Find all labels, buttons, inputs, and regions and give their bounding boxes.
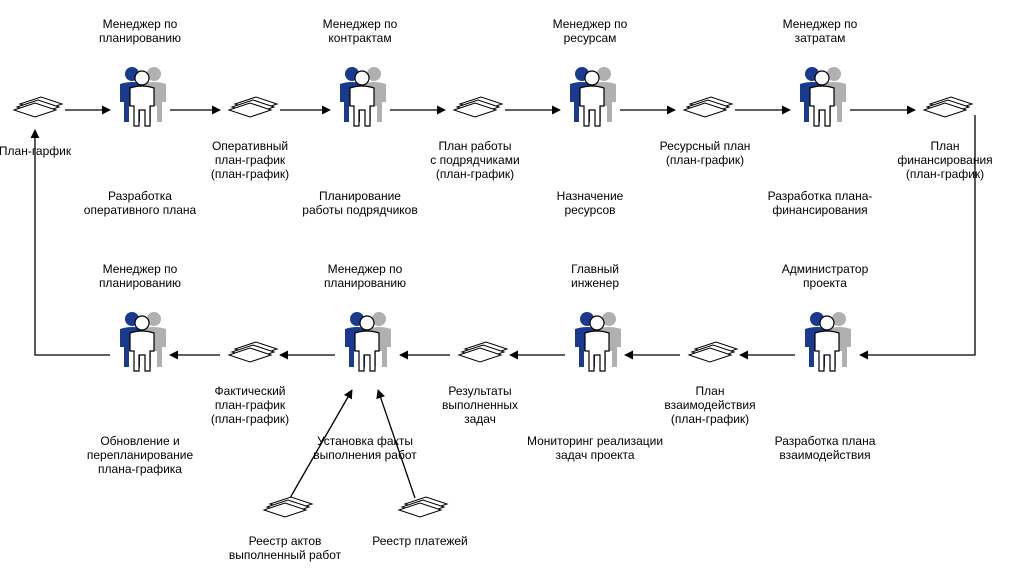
process-label: Разработка планавзаимодействия (775, 434, 876, 462)
person-icon (120, 67, 166, 126)
document-icon (454, 97, 502, 117)
person-icon (805, 312, 851, 371)
process-label: Планированиеработы подрядчиков (302, 189, 417, 217)
role-label: Менеджер поресурсам (553, 17, 628, 45)
node-doc_in1: Реестр актоввыполненный работ (229, 497, 342, 562)
process-label: Обновление иперепланированиеплана-график… (87, 434, 194, 476)
doc-label: Планфинансирования(план-график) (897, 139, 992, 181)
nodes-layer: План-гарфик Менеджер попланированию Разраб… (0, 17, 993, 562)
document-icon (689, 342, 737, 362)
role-label: Менеджер попланированию (99, 17, 181, 45)
doc-label: Планвзаимодействия(план-график) (664, 384, 755, 426)
process-label: Разработка плана-финансирования (768, 189, 873, 217)
person-icon (570, 67, 616, 126)
node-doc1: Оперативныйплан-график(план-график) (211, 97, 289, 181)
document-icon (229, 342, 277, 362)
node-doc_start: План-гарфик (0, 97, 72, 158)
document-icon (264, 497, 312, 517)
doc-label: План-гарфик (0, 144, 72, 158)
node-p4: Менеджер позатратам Разработка плана-фина… (768, 17, 873, 217)
node-doc8: Фактическийплан-график(план-график) (211, 342, 289, 426)
role-label: Главныйинженер (571, 262, 619, 290)
doc-label: Реестр актоввыполненный работ (229, 534, 342, 562)
document-icon (399, 497, 447, 517)
role-label: Менеджер попланированию (324, 262, 406, 290)
node-p2: Менеджер поконтрактам Планированиеработы … (302, 17, 417, 217)
doc-label: Оперативныйплан-график(план-график) (211, 139, 289, 181)
person-icon (575, 312, 621, 371)
node-p5: Администраторпроекта Разработка планавзаи… (775, 262, 876, 462)
role-label: Администраторпроекта (782, 262, 869, 290)
document-icon (684, 97, 732, 117)
doc-label: Реестр платежей (372, 534, 468, 548)
person-icon (120, 312, 166, 371)
person-icon (340, 67, 386, 126)
document-icon (229, 97, 277, 117)
person-icon (345, 312, 391, 371)
node-doc_in2: Реестр платежей (372, 497, 468, 548)
node-doc7: Результатывыполненныхзадач (442, 342, 518, 426)
process-label: Разработкаоперативного плана (84, 189, 197, 217)
role-label: Менеджер поконтрактам (323, 17, 398, 45)
role-label: Менеджер позатратам (783, 17, 858, 45)
node-p8: Менеджер попланированию Обновление ипереп… (87, 262, 194, 476)
doc-label: План работыс подрядчиками(план-график) (430, 139, 519, 181)
process-label: Мониторинг реализациизадач проекта (527, 434, 663, 462)
node-p6: Главныйинженер Мониторинг реализациизадач… (527, 262, 663, 462)
doc-label: Результатывыполненныхзадач (442, 384, 518, 426)
flow-arrow (35, 130, 110, 355)
node-p1: Менеджер попланированию Разработкаоперати… (84, 17, 197, 217)
process-label: Установка фактывыполнения работ (313, 434, 417, 462)
person-icon (800, 67, 846, 126)
document-icon (924, 97, 972, 117)
node-doc3: Ресурсный план(план-график) (660, 97, 751, 167)
doc-label: Ресурсный план(план-график) (660, 139, 751, 167)
document-icon (14, 97, 62, 117)
process-label: Назначениересурсов (557, 189, 624, 217)
node-p3: Менеджер поресурсам Назначениересурсов (553, 17, 628, 217)
doc-label: Фактическийплан-график(план-график) (211, 384, 289, 426)
node-p7: Менеджер попланированию Установка фактывы… (313, 262, 417, 462)
role-label: Менеджер попланированию (99, 262, 181, 290)
document-icon (459, 342, 507, 362)
